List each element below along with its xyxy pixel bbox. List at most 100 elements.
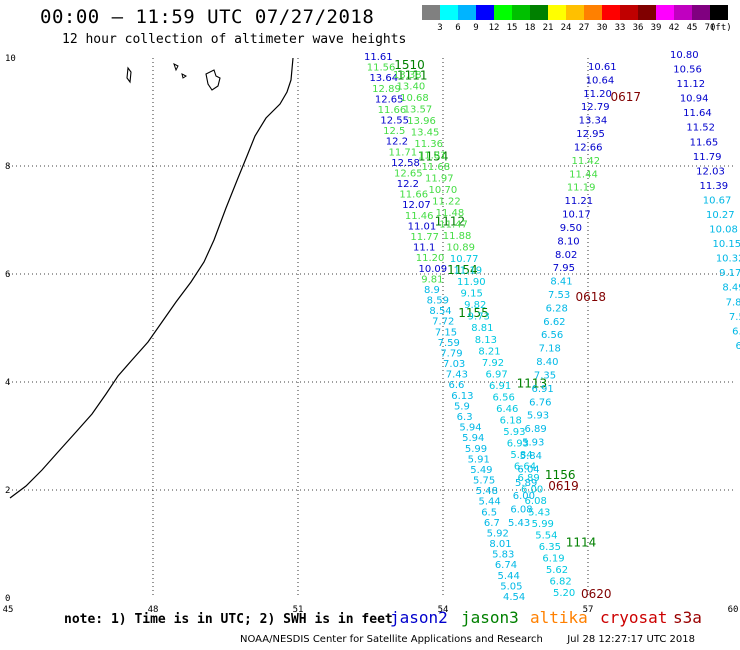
footer-note: note: 1) Time is in UTC; 2) SWH is in fe… (64, 612, 393, 627)
swh-value: 6.93 (507, 438, 529, 449)
swh-value: 11.19 (567, 183, 596, 194)
swh-value: 11.66 (378, 105, 407, 116)
legend-label: 21 (542, 23, 554, 33)
legend-swatch (494, 5, 512, 20)
swh-value: 11.66 (399, 190, 428, 201)
legend-swatch (512, 5, 530, 20)
swh-value: 8.13 (475, 335, 497, 346)
pass-time-label: 1111 (397, 69, 428, 83)
swh-value: 6.00 (513, 491, 535, 502)
swh-value: 13.64 (369, 73, 398, 84)
swh-value: 10.77 (450, 254, 479, 265)
legend-swatch (422, 5, 440, 20)
swh-value: 7.59 (438, 338, 460, 349)
swh-value: 11.36 (414, 139, 443, 150)
pass-time-label: 0620 (581, 587, 612, 601)
swh-value: 13.34 (579, 116, 608, 127)
legend-swatch (620, 5, 638, 20)
swh-value: 11.20 (583, 89, 612, 100)
swh-value: 11.81 (418, 151, 447, 162)
legend-swatch (584, 5, 602, 20)
swh-value: 5.92 (487, 528, 509, 539)
legend-label: 30 (596, 23, 608, 33)
swh-value: 12.58 (391, 158, 420, 169)
pass-time-label: 1114 (566, 536, 597, 550)
swh-value: 10.64 (586, 75, 615, 86)
swh-value: 9.50 (560, 223, 582, 234)
swh-value: 6.97 (485, 369, 507, 380)
swh-value: 10.70 (429, 185, 458, 196)
swh-value: 12.89 (372, 84, 401, 95)
lon-tick-label: 60 (728, 605, 739, 615)
swh-value: 5.89 (515, 478, 537, 489)
swh-value: 6.08 (525, 496, 547, 507)
swh-value: 10.67 (703, 195, 732, 206)
swh-value: 11.42 (572, 156, 601, 167)
small-island (181, 73, 187, 79)
swh-value: 10.09 (419, 264, 448, 275)
swh-value: 7.03 (443, 359, 465, 370)
legend-swatch (566, 5, 584, 20)
legend-swatch (548, 5, 566, 20)
swh-value: 12.2 (397, 179, 419, 190)
swh-value: 11.12 (677, 79, 706, 90)
swh-value: 13.96 (407, 116, 436, 127)
pass-time-label: 1112 (435, 214, 466, 228)
graticule (8, 58, 733, 598)
swh-value: 9.17 (719, 268, 740, 279)
swh-value: 6.19 (542, 553, 564, 564)
swh-value: 11.90 (457, 277, 486, 288)
swh-value: 6.04 (517, 464, 539, 475)
swh-value: 12.65 (375, 94, 404, 105)
pass-time-label: 0619 (548, 479, 579, 493)
swh-value: 11.1 (413, 243, 435, 254)
swh-value: 8.59 (427, 296, 449, 307)
pass-time-label: 1155 (458, 306, 489, 320)
swh-value: 6.56 (493, 392, 515, 403)
swh-value: 6.8 (732, 326, 740, 337)
lon-tick-label: 48 (148, 605, 159, 615)
swh-value: 7.8 (726, 297, 740, 308)
swh-value: 11.61 (364, 52, 393, 63)
swh-value: 5.84 (520, 451, 542, 462)
pass-time-label: 0618 (575, 290, 606, 304)
swh-value: 11.01 (408, 221, 437, 232)
swh-value: 13.40 (397, 82, 426, 93)
credit-timestamp: Jul 28 12:27:17 UTC 2018 (567, 634, 695, 645)
swh-value: 11.65 (690, 137, 719, 148)
swh-value: 10.27 (706, 210, 735, 221)
swh-value: 6.7 (484, 518, 500, 529)
swh-value: 8.41 (550, 277, 572, 288)
swh-value: 5.43 (508, 518, 530, 529)
swh-value: 5.83 (492, 550, 514, 561)
legend-label: 6 (455, 23, 461, 33)
swh-value: 6.82 (549, 576, 571, 587)
swh-value: 11.39 (699, 181, 728, 192)
swh-value: 6.91 (532, 384, 554, 395)
pass-time-label: 1113 (517, 376, 548, 390)
legend-swatch (530, 5, 548, 20)
swh-value: 8.10 (557, 236, 579, 247)
small-island (173, 63, 179, 72)
lat-tick-label: 8 (5, 162, 10, 172)
swh-value: 9.15 (461, 289, 483, 300)
pass-time-label: 1154 (447, 263, 478, 277)
sat-jason2-label: jason2 (390, 608, 448, 627)
legend-label: 70 (704, 23, 716, 33)
swh-value: 7.43 (446, 370, 468, 381)
legend-label: 42 (668, 23, 680, 33)
swh-value: 11.88 (443, 231, 472, 242)
swh-value: 8.21 (478, 346, 500, 357)
swh-value: 5.94 (462, 433, 484, 444)
swh-value: 12.07 (402, 200, 431, 211)
swh-value: 10.08 (709, 225, 738, 236)
legend-swatch (476, 5, 494, 20)
swh-value: 13.45 (411, 128, 440, 139)
swh-value: 6.64 (514, 461, 536, 472)
swh-value: 5.44 (498, 571, 520, 582)
swh-value: 12.66 (574, 142, 603, 153)
swh-value: 7.72 (432, 317, 454, 328)
swh-value: 11.19 (453, 266, 482, 277)
legend-label: 9 (473, 23, 479, 33)
swh-value: 11.48 (436, 208, 465, 219)
